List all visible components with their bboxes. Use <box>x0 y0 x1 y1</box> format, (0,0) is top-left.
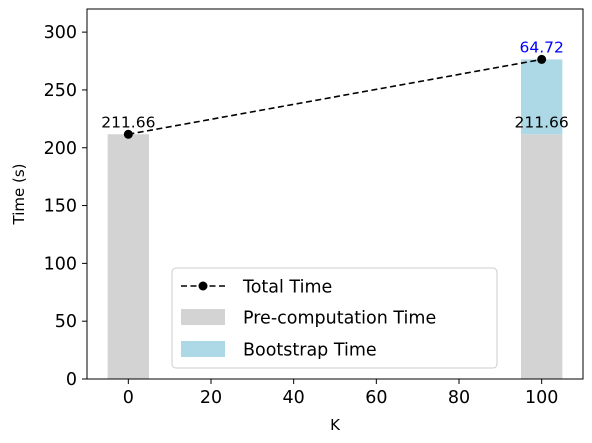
y-tick-label-300: 300 <box>44 23 77 43</box>
legend-label-bootstrap-time: Bootstrap Time <box>243 341 377 361</box>
x-tick-label-60: 60 <box>365 388 387 408</box>
x-tick-label-100: 100 <box>525 388 558 408</box>
y-tick-label-250: 250 <box>44 81 77 101</box>
y-tick-label-100: 100 <box>44 254 77 274</box>
x-axis: 0 20 40 60 80 100 <box>123 379 558 408</box>
x-tick-label-40: 40 <box>283 388 305 408</box>
x-tick-label-0: 0 <box>123 388 134 408</box>
legend-box <box>171 267 498 369</box>
data-label-2: 64.72 <box>519 38 563 56</box>
data-label-1: 211.66 <box>515 113 569 131</box>
data-label-0: 211.66 <box>101 113 155 131</box>
x-tick-label-20: 20 <box>200 388 222 408</box>
plot-frame <box>86 8 584 380</box>
x-tick-label-80: 80 <box>448 388 470 408</box>
y-tick-label-50: 50 <box>55 312 77 332</box>
y-tick-label-0: 0 <box>66 370 77 390</box>
x-axis-title: K <box>330 416 341 434</box>
total-time-line-layer <box>123 54 547 139</box>
data-labels-layer: 211.66 211.66 64.72 <box>101 38 569 131</box>
bar-pre-computation-time-0 <box>107 134 149 379</box>
legend-swatch-pre-computation-time <box>181 309 225 325</box>
y-tick-label-150: 150 <box>44 197 77 217</box>
bars-layer <box>107 59 563 379</box>
legend-swatch-bootstrap-time <box>181 341 225 357</box>
legend: Total Time Pre-computation Time Bootstrap … <box>171 267 498 369</box>
legend-label-pre-computation-time: Pre-computation Time <box>243 309 436 329</box>
y-tick-label-200: 200 <box>44 139 77 159</box>
y-axis-title: Time (s) <box>10 164 28 226</box>
y-axis: 0 50 100 150 200 250 300 <box>44 23 87 390</box>
bar-pre-computation-time-100 <box>521 134 563 379</box>
total-time-point-0 <box>123 129 133 139</box>
total-time-point-100 <box>537 54 547 64</box>
legend-marker-total-time <box>198 281 208 291</box>
legend-label-total-time: Total Time <box>242 278 332 298</box>
bar-bootstrap-time-100 <box>521 59 563 135</box>
total-time-line <box>128 58 542 136</box>
